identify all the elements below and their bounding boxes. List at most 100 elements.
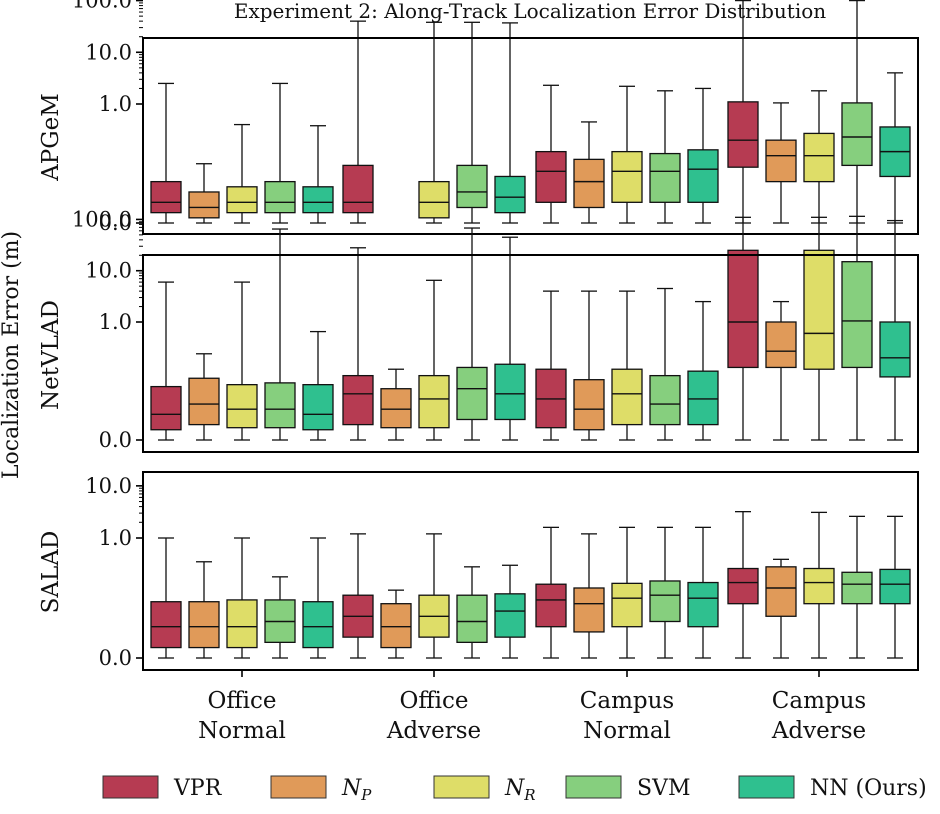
salad-box-office-normal-np-iqr-box xyxy=(188,601,220,649)
netvlad-box-office-normal-nr-iqr-box xyxy=(226,384,258,429)
salad-box-campus-adverse-nn-ours-iqr-box xyxy=(879,568,911,605)
netvlad-box-office-adverse-nr xyxy=(418,279,450,441)
x-tick-label-office-normal: Office xyxy=(207,688,276,714)
apgem-box-office-normal-svm-iqr-box xyxy=(264,180,296,214)
netvlad-box-office-adverse-svm xyxy=(456,227,488,441)
legend-item-vpr-label: VPR xyxy=(173,776,223,801)
netvlad-box-campus-normal-nr xyxy=(611,290,643,441)
y-axis-label: Localization Error (m) xyxy=(0,231,24,479)
salad-box-office-normal-svm xyxy=(264,576,296,659)
apgem-box-office-normal-np xyxy=(188,163,220,224)
apgem-box-office-adverse-vpr-iqr-box xyxy=(342,164,374,214)
legend-item-nn-ours-swatch xyxy=(738,775,795,799)
apgem-box-campus-normal-nr-iqr-box xyxy=(611,150,643,203)
netvlad-box-campus-adverse-vpr xyxy=(727,216,759,441)
apgem-y-tick-label: 1.0 xyxy=(99,92,132,116)
salad-y-tick-label: 1.0 xyxy=(99,526,132,550)
salad-box-campus-adverse-svm-iqr-box xyxy=(841,571,873,605)
apgem-box-campus-adverse-nr xyxy=(803,90,835,224)
apgem-box-campus-normal-vpr xyxy=(535,84,567,224)
x-tick-label-campus-adverse: Adverse xyxy=(771,718,866,744)
netvlad-box-office-adverse-np xyxy=(380,368,412,441)
apgem-y-tick-label: 100.0 xyxy=(72,0,132,13)
salad-box-campus-normal-np-iqr-box xyxy=(573,587,605,633)
legend-item-nr: NR xyxy=(433,775,536,804)
salad-box-campus-normal-svm xyxy=(649,526,681,659)
netvlad-box-campus-adverse-np-iqr-box xyxy=(765,321,797,369)
panel-apgem: APGeM 0.0 1.0 10.0 100.0 xyxy=(38,0,919,235)
apgem-box-office-normal-svm xyxy=(264,82,296,224)
panel-netvlad: NetVLAD 0.0 1.0 10.0 100.0 xyxy=(38,207,919,453)
legend-item-nn-ours-label: NN (Ours) xyxy=(810,776,927,801)
apgem-box-office-adverse-nr-iqr-box xyxy=(418,180,450,219)
apgem-box-office-normal-nn-ours xyxy=(302,125,334,224)
salad-box-campus-adverse-nn-ours xyxy=(879,515,911,659)
x-tick-label-campus-adverse: Campus xyxy=(772,688,866,714)
x-tick-label-campus-normal: Campus xyxy=(580,688,674,714)
legend-item-nn-ours: NN (Ours) xyxy=(738,775,927,801)
netvlad-box-campus-normal-np-iqr-box xyxy=(573,379,605,431)
salad-box-campus-adverse-nr-iqr-box xyxy=(803,567,835,605)
netvlad-box-office-normal-nr xyxy=(226,281,258,441)
netvlad-box-campus-adverse-vpr-iqr-box xyxy=(727,249,759,369)
netvlad-box-campus-adverse-nr xyxy=(803,216,835,441)
netvlad-box-office-normal-vpr-iqr-box xyxy=(150,385,182,431)
netvlad-box-office-adverse-vpr-iqr-box xyxy=(342,374,374,426)
legend-item-svm-label: SVM xyxy=(637,776,691,801)
x-axis: Office Normal Office Adverse Campus Normal Cam… xyxy=(198,670,866,744)
apgem-box-campus-normal-np xyxy=(573,121,605,224)
apgem-box-campus-adverse-np-iqr-box xyxy=(765,139,797,183)
legend-item-nr-label: NR xyxy=(504,776,536,804)
apgem-box-office-adverse-nn-ours-iqr-box xyxy=(494,175,526,214)
legend-item-np-swatch xyxy=(270,775,327,799)
apgem-box-office-normal-nr xyxy=(226,123,258,224)
salad-box-campus-adverse-svm xyxy=(841,515,873,659)
apgem-box-office-normal-vpr-iqr-box xyxy=(150,180,182,214)
salad-box-office-adverse-svm-iqr-box xyxy=(456,594,488,644)
salad-box-campus-normal-svm-iqr-box xyxy=(649,580,681,623)
salad-box-campus-normal-vpr xyxy=(535,526,567,659)
apgem-box-campus-adverse-vpr xyxy=(727,0,759,224)
panel-netvlad-plot: 0.0 1.0 10.0 100.0 xyxy=(72,207,911,452)
salad-box-campus-normal-np xyxy=(573,533,605,659)
apgem-y-tick-label: 10.0 xyxy=(85,40,132,64)
salad-box-office-normal-vpr xyxy=(150,537,182,659)
apgem-box-campus-adverse-np xyxy=(765,102,797,224)
apgem-box-campus-normal-nn-ours xyxy=(687,87,719,224)
apgem-box-campus-adverse-svm-iqr-box xyxy=(841,102,873,167)
panel-label-salad: SALAD xyxy=(38,531,64,614)
netvlad-box-office-normal-np xyxy=(188,353,220,441)
netvlad-box-campus-adverse-np xyxy=(765,300,797,441)
apgem-box-office-adverse-svm xyxy=(456,21,488,224)
netvlad-box-campus-normal-svm-iqr-box xyxy=(649,374,681,426)
netvlad-box-office-adverse-np-iqr-box xyxy=(380,388,412,429)
netvlad-box-office-normal-svm xyxy=(264,228,296,441)
panel-apgem-frame xyxy=(142,37,919,235)
apgem-box-office-adverse-vpr xyxy=(342,20,374,224)
panel-label-apgem: APGeM xyxy=(38,93,64,182)
salad-box-office-normal-nn-ours-iqr-box xyxy=(302,601,334,649)
legend-item-nr-swatch xyxy=(433,775,490,799)
salad-box-campus-adverse-vpr-iqr-box xyxy=(727,567,759,605)
salad-box-office-normal-nr-iqr-box xyxy=(226,599,258,649)
salad-box-campus-normal-nr-iqr-box xyxy=(611,582,643,628)
salad-box-campus-normal-nn-ours-iqr-box xyxy=(687,581,719,628)
apgem-box-campus-normal-nn-ours-iqr-box xyxy=(687,149,719,203)
salad-box-campus-adverse-nr xyxy=(803,511,835,659)
panel-apgem-plot: 0.0 1.0 10.0 100.0 xyxy=(72,0,911,235)
legend-item-svm: SVM xyxy=(565,775,691,801)
salad-box-campus-adverse-np xyxy=(765,558,797,659)
salad-box-office-adverse-vpr xyxy=(342,533,374,659)
netvlad-box-office-adverse-vpr xyxy=(342,247,374,441)
salad-box-campus-normal-nn-ours xyxy=(687,526,719,659)
apgem-box-campus-normal-svm-iqr-box xyxy=(649,152,681,203)
netvlad-box-campus-adverse-nr-iqr-box xyxy=(803,249,835,370)
netvlad-box-campus-normal-vpr xyxy=(535,290,567,441)
salad-box-campus-normal-vpr-iqr-box xyxy=(535,583,567,628)
apgem-box-office-normal-nn-ours-iqr-box xyxy=(302,186,334,214)
netvlad-y-tick-label: 10.0 xyxy=(85,259,132,283)
netvlad-box-office-normal-svm-iqr-box xyxy=(264,382,296,429)
salad-box-office-adverse-svm xyxy=(456,566,488,659)
apgem-box-office-normal-vpr xyxy=(150,82,182,224)
x-tick-label-office-adverse: Office xyxy=(399,688,468,714)
